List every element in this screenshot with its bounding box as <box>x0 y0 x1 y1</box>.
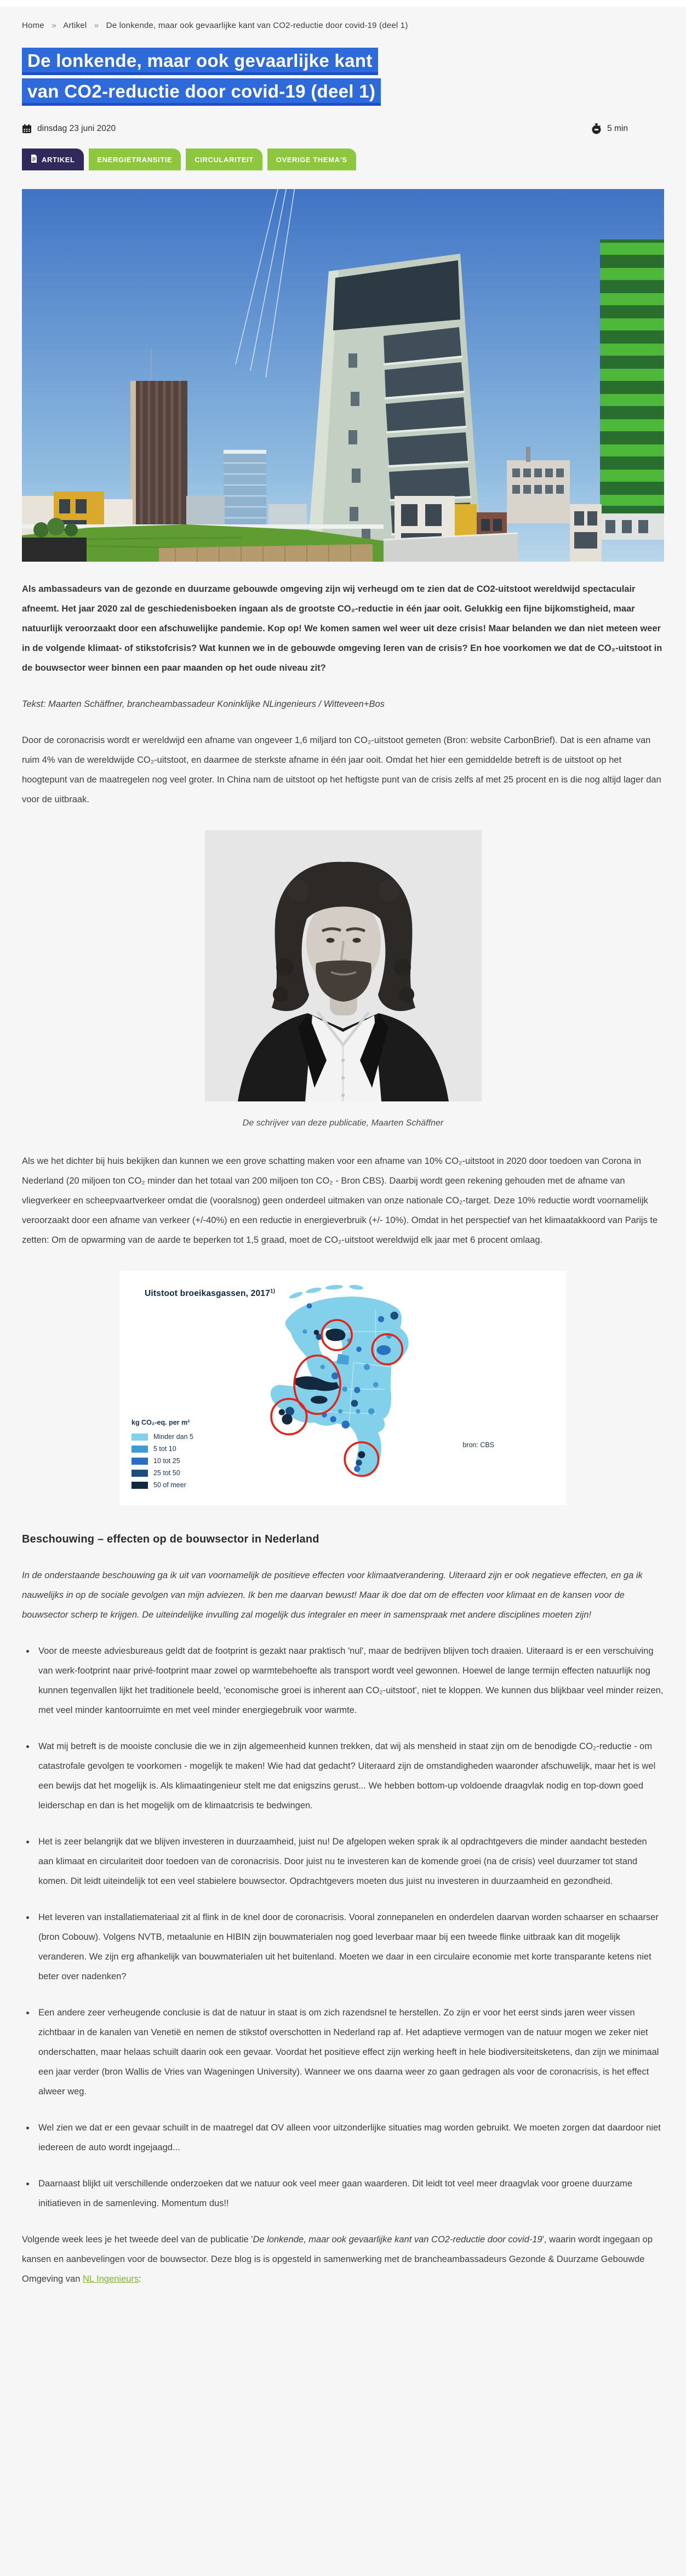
map-title: Uitstoot broeikasgassen, 20171) <box>145 1288 276 1299</box>
portrait-figure: De schrijver van deze publicatie, Maarte… <box>22 830 664 1130</box>
emissions-map-figure: Uitstoot broeikasgassen, 20171) <box>22 1271 664 1505</box>
intro-paragraph: Als ambassadeurs van de gezonde en duurz… <box>22 584 662 673</box>
bullet-item: Voor de meeste adviesbureaus geldt dat d… <box>35 1641 664 1720</box>
bullet-item: Het is zeer belangrijk dat we blijven in… <box>35 1832 664 1891</box>
tag-circulariteit[interactable]: CIRCULARITEIT <box>186 148 262 170</box>
legend-title: kg CO₂-eq. per m² <box>132 1419 190 1426</box>
legend-item: 5 tot 10 <box>132 1443 193 1455</box>
tag-label: ARTIKEL <box>42 155 75 164</box>
closing-prefix: Volgende week lees je het tweede deel va… <box>22 2235 253 2244</box>
portrait-image <box>204 830 482 1104</box>
stopwatch-icon <box>591 123 602 134</box>
legend-item: 50 of meer <box>132 1479 193 1491</box>
tag-label: CIRCULARITEIT <box>195 155 254 164</box>
breadcrumb-current: De lonkende, maar ook gevaarlijke kant v… <box>106 21 408 30</box>
article-body: Als ambassadeurs van de gezonde en duurz… <box>22 579 664 2289</box>
map-legend: kg CO₂-eq. per m² Minder dan 5 5 tot 10 … <box>132 1416 193 1491</box>
bullet-item: Het leveren van installatiemateriaal zit… <box>35 1907 664 1986</box>
breadcrumb-artikel-link[interactable]: Artikel <box>63 21 87 30</box>
breadcrumb: Home » Artikel » De lonkende, maar ook g… <box>22 21 664 30</box>
bullet-item: Wat mij betreft is de mooiste conclusie … <box>35 1737 664 1815</box>
article-page: Home » Artikel » De lonkende, maar ook g… <box>22 7 664 2322</box>
hero-image <box>22 189 664 562</box>
tag-overige-themas[interactable]: OVERIGE THEMA'S <box>267 148 356 170</box>
page-title-line1: De lonkende, maar ook gevaarlijke kant <box>27 50 373 71</box>
section-intro: In de onderstaande beschouwing ga ik uit… <box>22 1570 643 1620</box>
map-source: bron: CBS <box>462 1441 494 1449</box>
tag-energietransitie[interactable]: ENERGIETRANSITIE <box>88 148 181 170</box>
page-top-strip <box>0 0 686 7</box>
page-title: De lonkende, maar ook gevaarlijke kant va… <box>22 45 664 107</box>
tag-label: OVERIGE THEMA'S <box>276 155 347 164</box>
bullet-list: Voor de meeste adviesbureaus geldt dat d… <box>22 1641 664 2213</box>
tag-list: ARTIKEL ENERGIETRANSITIE CIRCULARITEIT O… <box>22 148 664 170</box>
article-meta: dinsdag 23 juni 2020 5 min <box>22 123 664 134</box>
tag-artikel[interactable]: ARTIKEL <box>22 148 84 170</box>
bullet-item: Wel zien we dat er een gevaar schuilt in… <box>35 2118 664 2157</box>
legend-swatch <box>132 1457 148 1465</box>
byline: Tekst: Maarten Schäffner, brancheambassa… <box>22 699 385 709</box>
breadcrumb-separator: » <box>52 21 56 30</box>
article-date: dinsdag 23 juni 2020 <box>37 124 116 133</box>
calendar-icon <box>22 124 32 134</box>
closing-suffix: : <box>139 2274 141 2284</box>
paragraph-1: Door de coronacrisis wordt er wereldwijd… <box>22 735 661 804</box>
page-title-line2: van CO2-reductie door covid-19 (deel 1) <box>27 81 376 101</box>
document-icon <box>31 155 37 164</box>
legend-swatch <box>132 1481 148 1489</box>
tag-label: ENERGIETRANSITIE <box>97 155 173 164</box>
closing-paragraph: Volgende week lees je het tweede deel va… <box>22 2230 664 2289</box>
closing-publication-title: De lonkende, maar ook gevaarlijke kant v… <box>253 2235 542 2244</box>
breadcrumb-home-link[interactable]: Home <box>22 21 44 30</box>
bullet-item: Daarnaast blijkt uit verschillende onder… <box>35 2174 664 2213</box>
bullet-item: Een andere zeer verheugende conclusie is… <box>35 2003 664 2101</box>
legend-swatch <box>132 1433 148 1441</box>
portrait-caption: De schrijver van deze publicatie, Maarte… <box>242 1118 444 1128</box>
legend-swatch <box>132 1469 148 1477</box>
legend-item: 25 tot 50 <box>132 1467 193 1479</box>
nl-ingenieurs-link[interactable]: NL Ingenieurs <box>82 2274 139 2284</box>
section-heading: Beschouwing – effecten op de bouwsector … <box>22 1533 319 1545</box>
map-title-footnote: 1) <box>270 1288 276 1294</box>
legend-item: 10 tot 25 <box>132 1455 193 1467</box>
emissions-map: Uitstoot broeikasgassen, 20171) <box>119 1271 567 1505</box>
closing-middle: ', waarin wordt ingegaan op kansen en aa… <box>22 2235 653 2284</box>
legend-item: Minder dan 5 <box>132 1431 193 1443</box>
breadcrumb-separator: » <box>94 21 99 30</box>
read-time: 5 min <box>607 124 628 133</box>
netherlands-map <box>243 1278 429 1498</box>
paragraph-2: Als we het dichter bij huis bekijken dan… <box>22 1156 658 1245</box>
legend-swatch <box>132 1445 148 1453</box>
